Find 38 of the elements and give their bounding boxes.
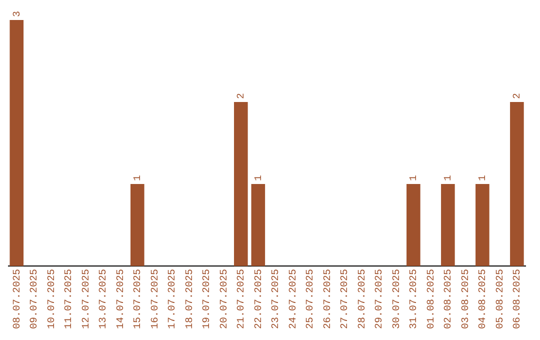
x-tick-label: 19.07.2025 xyxy=(202,268,214,330)
x-tick-label: 30.07.2025 xyxy=(392,268,403,330)
x-tick-label: 11.07.2025 xyxy=(64,268,76,330)
data-label: 1 xyxy=(409,174,420,181)
data-label: 3 xyxy=(12,10,24,17)
x-tick-label: 04.08.2025 xyxy=(478,268,490,330)
x-tick-label: 28.07.2025 xyxy=(357,268,368,330)
x-tick-label: 09.07.2025 xyxy=(30,268,41,330)
x-tick-label: 13.07.2025 xyxy=(98,268,110,330)
x-tick-label: 17.07.2025 xyxy=(168,268,179,330)
x-tick-label: 24.07.2025 xyxy=(288,268,300,330)
x-tick-label: 12.07.2025 xyxy=(81,268,92,330)
x-tick-label: 01.08.2025 xyxy=(426,268,438,330)
data-label: 2 xyxy=(512,92,524,99)
x-tick-label: 14.07.2025 xyxy=(116,268,127,330)
data-label: 2 xyxy=(236,92,248,99)
x-tick-label: 23.07.2025 xyxy=(271,268,282,330)
x-tick-label: 10.07.2025 xyxy=(46,268,58,330)
x-tick-label: 26.07.2025 xyxy=(322,268,334,330)
x-tick-label: 06.08.2025 xyxy=(512,268,524,330)
x-tick-label: 02.08.2025 xyxy=(444,268,455,330)
x-tick-label: 21.07.2025 xyxy=(236,268,248,330)
x-tick-label: 03.08.2025 xyxy=(460,268,472,330)
x-tick-label: 20.07.2025 xyxy=(219,268,230,330)
data-label: 1 xyxy=(254,174,265,181)
x-tick-label: 22.07.2025 xyxy=(254,268,265,330)
x-tick-label: 25.07.2025 xyxy=(306,268,317,330)
x-tick-label: 29.07.2025 xyxy=(374,268,386,330)
x-tick-label: 31.07.2025 xyxy=(409,268,420,330)
data-label: 1 xyxy=(133,174,144,181)
x-tick-label: 08.07.2025 xyxy=(12,268,24,330)
x-tick-label: 05.08.2025 xyxy=(495,268,506,330)
x-tick-label: 15.07.2025 xyxy=(133,268,144,330)
x-tick-label: 16.07.2025 xyxy=(150,268,162,330)
x-tick-label: 27.07.2025 xyxy=(340,268,352,330)
x-tick-label: 18.07.2025 xyxy=(184,268,196,330)
data-label: 1 xyxy=(478,174,490,181)
data-label: 1 xyxy=(444,174,455,181)
